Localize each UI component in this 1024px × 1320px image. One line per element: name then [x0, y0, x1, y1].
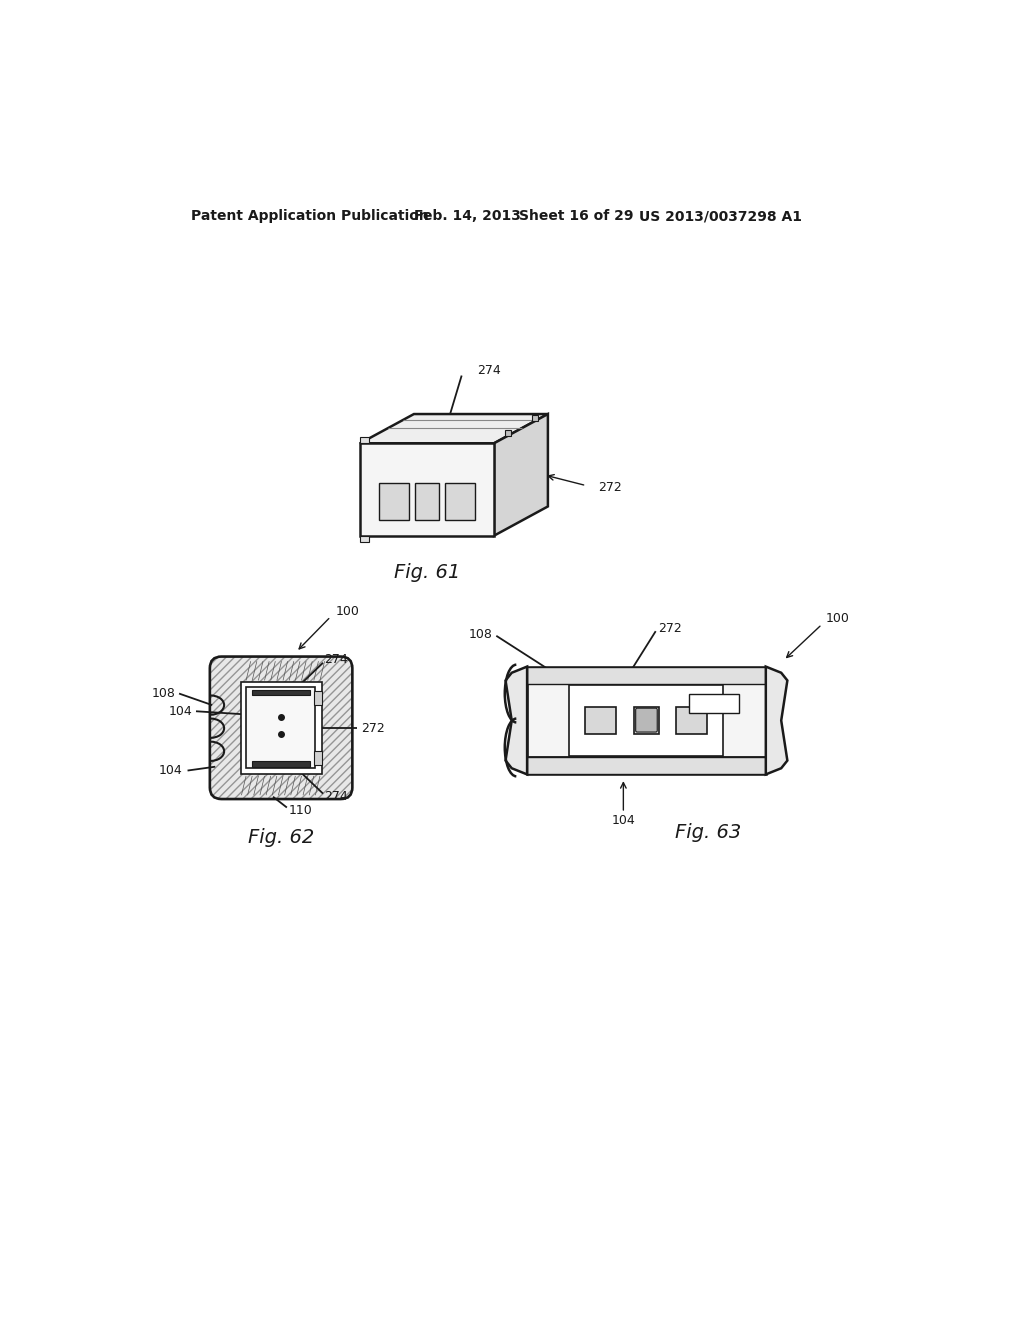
Text: 104: 104 [168, 705, 193, 718]
Text: 108: 108 [469, 628, 493, 640]
Text: Feb. 14, 2013: Feb. 14, 2013 [414, 209, 521, 223]
Bar [246, 688, 315, 768]
Bar [415, 483, 439, 520]
Text: Sheet 16 of 29: Sheet 16 of 29 [519, 209, 634, 223]
FancyBboxPatch shape [210, 656, 352, 799]
Text: 110: 110 [289, 804, 312, 817]
Polygon shape [360, 444, 494, 536]
Bar [634, 706, 658, 734]
Bar [527, 667, 766, 775]
Text: 100: 100 [826, 612, 850, 626]
Bar [360, 536, 370, 543]
Bar [569, 685, 724, 756]
Text: 272: 272 [658, 622, 682, 635]
Text: 102: 102 [701, 697, 725, 710]
Bar [689, 694, 739, 713]
Bar [241, 682, 322, 775]
Bar [527, 667, 766, 684]
Text: US 2013/0037298 A1: US 2013/0037298 A1 [639, 209, 802, 223]
Polygon shape [360, 414, 548, 444]
Text: 274: 274 [325, 791, 348, 804]
Text: Fig. 63: Fig. 63 [675, 822, 741, 842]
Bar [445, 483, 475, 520]
Text: Patent Application Publication: Patent Application Publication [190, 209, 428, 223]
Bar [527, 758, 766, 775]
Polygon shape [494, 414, 548, 536]
Bar [313, 692, 322, 705]
Text: 274: 274 [325, 653, 348, 667]
Bar [676, 706, 707, 734]
Polygon shape [505, 430, 511, 436]
Text: 108: 108 [152, 686, 175, 700]
Bar [313, 751, 322, 766]
Polygon shape [506, 667, 527, 775]
Bar [379, 483, 409, 520]
Text: 104: 104 [611, 814, 635, 828]
Text: Fig. 61: Fig. 61 [394, 564, 460, 582]
Polygon shape [532, 416, 539, 421]
Polygon shape [766, 667, 787, 775]
Text: Fig. 62: Fig. 62 [248, 828, 313, 847]
Text: 272: 272 [361, 722, 385, 735]
Text: 272: 272 [598, 482, 622, 495]
Bar [252, 762, 310, 767]
Text: 274: 274 [477, 363, 501, 376]
Bar [360, 437, 370, 444]
Bar [252, 690, 310, 696]
Text: 100: 100 [336, 606, 360, 619]
Bar [585, 706, 615, 734]
Text: 104: 104 [159, 764, 183, 777]
FancyBboxPatch shape [636, 708, 657, 733]
